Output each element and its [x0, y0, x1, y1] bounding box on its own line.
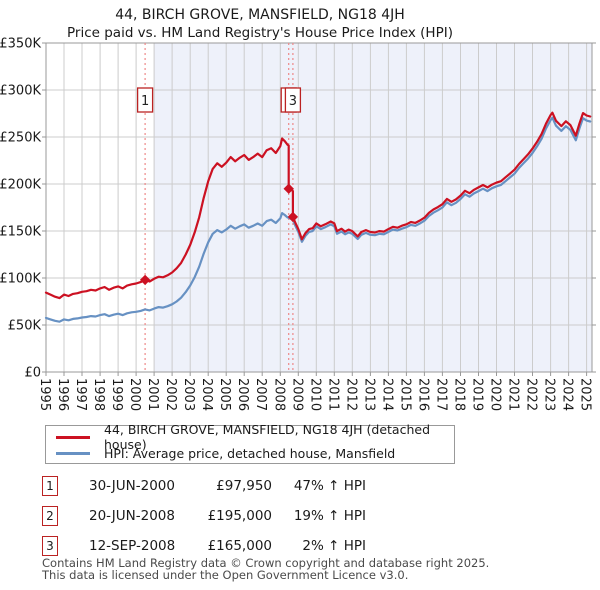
- x-axis-label: 2006: [235, 378, 250, 411]
- x-axis-label: 2001: [145, 378, 160, 411]
- x-axis-label: 2015: [397, 378, 412, 411]
- x-axis-label: 1998: [91, 378, 106, 411]
- chart-title: 44, BIRCH GROVE, MANSFIELD, NG18 4JH: [115, 7, 405, 23]
- shaded-region: [154, 43, 592, 372]
- transaction-row: 3 12-SEP-2008 £165,000 2% ↑ HPI: [42, 531, 382, 561]
- x-axis-label: 2008: [271, 378, 286, 411]
- x-axis-label: 2014: [379, 378, 394, 411]
- y-axis-label: £100K: [0, 272, 41, 287]
- x-axis-label: 1996: [55, 378, 70, 411]
- property-line-swatch: [56, 435, 90, 439]
- hpi-line: [44, 116, 592, 323]
- y-axis-label: £350K: [0, 37, 41, 52]
- y-axis-label: £50K: [8, 319, 42, 334]
- transaction-row: 1 30-JUN-2000 £97,950 47% ↑ HPI: [42, 471, 382, 501]
- x-axis-label: 1999: [109, 378, 124, 411]
- x-axis-label: 2020: [488, 378, 503, 411]
- attribution-line-1: Contains HM Land Registry data © Crown c…: [42, 556, 490, 570]
- x-axis-label: 2003: [181, 378, 196, 411]
- transaction-1-date: 30-JUN-2000: [89, 478, 175, 494]
- x-axis-label: 2021: [506, 378, 521, 411]
- transaction-2-badge: 2: [42, 506, 58, 526]
- transaction-3-badge: 3: [42, 536, 58, 556]
- x-axis-label: 2022: [524, 378, 539, 411]
- hpi-line-swatch: [56, 451, 90, 455]
- y-axis-label: £150K: [0, 225, 41, 240]
- sale-marker: [287, 211, 299, 223]
- transaction-2-hpi-delta: 19% ↑ HPI: [293, 508, 366, 524]
- x-axis-label: 2025: [578, 378, 593, 411]
- sale-event-label-box: [136, 87, 154, 113]
- chart-subtitle: Price paid vs. HM Land Registry's House …: [67, 25, 453, 41]
- x-axis-label: 2019: [470, 378, 485, 411]
- attribution-footer: Contains HM Land Registry data © Crown c…: [42, 556, 582, 582]
- y-axis-label: £300K: [0, 84, 41, 99]
- x-axis-label: 1995: [37, 378, 52, 411]
- sale-event-label-box: [284, 87, 302, 113]
- sale-event-label: 3: [289, 94, 297, 109]
- legend-label-property: 44, BIRCH GROVE, MANSFIELD, NG18 4JH (de…: [104, 422, 431, 452]
- sale-event-label: 1: [141, 94, 149, 109]
- x-axis-label: 2009: [289, 378, 304, 411]
- x-axis-label: 2002: [163, 378, 178, 411]
- x-axis-label: 2005: [217, 378, 232, 411]
- transactions-table: 1 30-JUN-2000 £97,950 47% ↑ HPI 2 20-JUN…: [42, 471, 382, 561]
- legend-label-hpi: HPI: Average price, detached house, Mans…: [104, 445, 396, 461]
- x-axis-label: 1997: [73, 378, 88, 411]
- x-axis-label: 2013: [361, 378, 376, 411]
- transaction-2-date: 20-JUN-2008: [89, 508, 175, 524]
- transaction-3-price: £165,000: [207, 538, 272, 554]
- chart-legend: 44, BIRCH GROVE, MANSFIELD, NG18 4JH (de…: [45, 422, 455, 464]
- legend-item-property: 44, BIRCH GROVE, MANSFIELD, NG18 4JH (de…: [56, 422, 454, 452]
- transaction-1-badge: 1: [42, 476, 58, 496]
- x-axis-label: 2007: [253, 378, 268, 411]
- y-axis-label: £0: [24, 366, 41, 381]
- chart-header: 44, BIRCH GROVE, MANSFIELD, NG18 4JH Pri…: [0, 6, 520, 42]
- transaction-3-hpi-delta: 2% ↑ HPI: [302, 538, 366, 554]
- legend-item-hpi: HPI: Average price, detached house, Mans…: [56, 445, 454, 461]
- x-axis-label: 2017: [433, 378, 448, 411]
- transaction-3-date: 12-SEP-2008: [89, 538, 176, 554]
- transaction-2-price: £195,000: [207, 508, 272, 524]
- x-axis-label: 2012: [343, 378, 358, 411]
- x-axis-label: 2023: [542, 378, 557, 411]
- y-axis-label: £200K: [0, 178, 41, 193]
- sale-marker: [139, 274, 151, 286]
- x-axis-label: 2000: [127, 378, 142, 411]
- x-axis-label: 2018: [452, 378, 467, 411]
- x-axis-label: 2010: [307, 378, 322, 411]
- y-axis-label: £250K: [0, 131, 41, 146]
- transaction-row: 2 20-JUN-2008 £195,000 19% ↑ HPI: [42, 501, 382, 531]
- x-axis-label: 2016: [415, 378, 430, 411]
- transaction-1-price: £97,950: [216, 478, 272, 494]
- sale-marker: [283, 183, 294, 194]
- x-axis-label: 2004: [199, 378, 214, 411]
- attribution-line-2: This data is licensed under the Open Gov…: [42, 567, 409, 582]
- plot-border: [45, 42, 593, 373]
- transaction-1-hpi-delta: 47% ↑ HPI: [293, 478, 366, 494]
- x-axis-label: 2011: [325, 378, 340, 411]
- x-axis-label: 2024: [560, 378, 575, 411]
